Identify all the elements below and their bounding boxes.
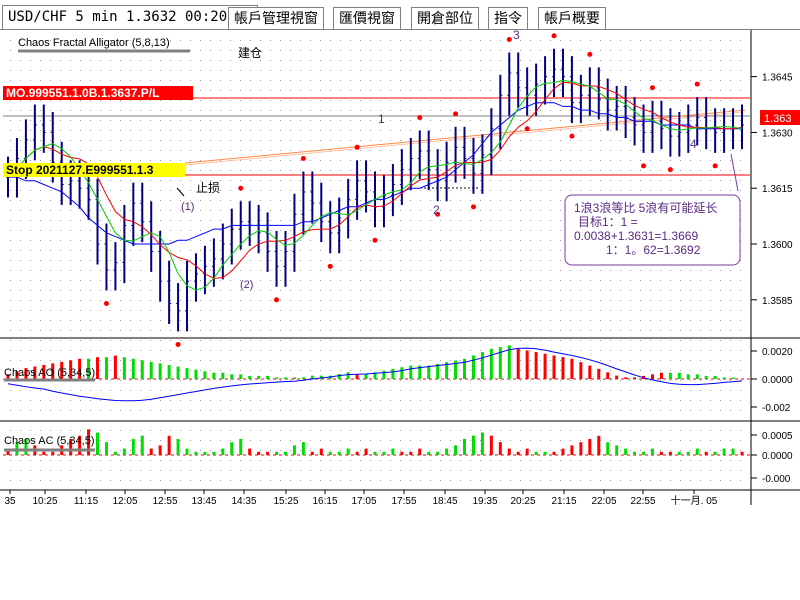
price-tick-label: 1.3585 xyxy=(762,296,793,307)
ac-tick-label: -0.000 xyxy=(762,474,791,485)
order-label-box[interactable] xyxy=(3,86,193,100)
price-axis-ticks: 1.3645 1.3630 1.3615 1.3600 1.3585 xyxy=(751,73,793,307)
fractal-down-marker xyxy=(103,301,109,307)
note-line-3: 0.0038+1.3631=1.3669 xyxy=(574,229,698,243)
time-tick-label: 18:45 xyxy=(432,496,457,507)
fractal-up-marker xyxy=(587,51,593,57)
fractal-down-marker xyxy=(435,211,441,217)
time-tick-label: 17:05 xyxy=(351,496,376,507)
tab-orders[interactable]: 指令 xyxy=(488,7,528,29)
window-tab-bar: USD/CHF 5 min 1.3632 00:20:00 帳戶管理視窗 匯價視… xyxy=(0,0,800,30)
current-price-tag xyxy=(760,110,800,125)
alligator-teeth-line xyxy=(7,81,743,279)
price-panel-title: Chaos Fractal Alligator (5,8,13) xyxy=(18,37,170,49)
fractal-up-marker xyxy=(417,115,423,121)
wave-label-3: 3 xyxy=(513,30,520,42)
current-price-label: 1.363 xyxy=(764,113,792,125)
fractal-down-marker xyxy=(327,263,333,269)
ao-signal-line xyxy=(7,347,743,402)
fractal-up-marker xyxy=(551,33,557,39)
price-tick-label: 1.3630 xyxy=(762,128,793,139)
ac-title: Chaos AC (5,34,5) xyxy=(4,435,95,447)
ac-tick-label: 0.0000 xyxy=(762,451,793,462)
time-tick-label: 11:15 xyxy=(74,496,99,507)
ac-tick-label: 0.0005 xyxy=(762,431,793,442)
time-tick-label: 12:05 xyxy=(112,496,137,507)
fractal-down-marker xyxy=(524,126,530,132)
tab-open-positions[interactable]: 開倉部位 xyxy=(411,7,479,29)
price-tick-label: 1.3615 xyxy=(762,184,793,195)
fractal-up-marker xyxy=(694,81,700,87)
price-tick-label: 1.3645 xyxy=(762,73,793,84)
tab-quote-window[interactable]: 匯價視窗 xyxy=(333,7,401,29)
annotation-open-position: 建仓 xyxy=(238,46,262,60)
wave-label-sub-2: (2) xyxy=(240,279,253,291)
time-tick-label: 22:05 xyxy=(591,496,616,507)
time-tick-label: 20:25 xyxy=(510,496,535,507)
ac-axis-ticks: 0.0005 0.0000 -0.000 xyxy=(751,431,793,485)
note-box-pointer xyxy=(730,153,739,192)
stop-loss-pointer xyxy=(176,187,185,197)
time-tick-label: 12:55 xyxy=(152,496,177,507)
stop-label-box[interactable] xyxy=(3,163,185,177)
fractal-down-marker xyxy=(470,204,476,210)
fractal-down-marker xyxy=(274,297,280,303)
wave-label-sub-1: (1) xyxy=(181,201,194,213)
ac-panel: Chaos AC (5,34,5) 0.0005 0.0000 -0.000 xyxy=(0,423,800,491)
time-tick-label: 13:45 xyxy=(191,496,216,507)
wave-label-2: 2 xyxy=(433,203,440,217)
fractal-up-marker xyxy=(506,36,512,42)
tab-account-management[interactable]: 帳戶管理視窗 xyxy=(228,7,324,29)
fractal-down-marker xyxy=(712,163,718,169)
fractal-down-marker xyxy=(641,163,647,169)
note-line-2: 目标1：1 = xyxy=(578,215,638,229)
ao-tick-label: 0.0000 xyxy=(762,375,793,386)
alligator-lips-line xyxy=(7,79,743,291)
wave-label-4: 4 xyxy=(690,137,697,151)
time-axis: 35 10:25 11:15 12:05 12:55 13:45 14:35 15:25 16:… xyxy=(4,490,718,507)
fractal-up-marker xyxy=(300,155,306,161)
fractal-down-marker xyxy=(372,237,378,243)
tab-divider xyxy=(0,29,800,30)
ao-title: Chaos AO (5,34,5) xyxy=(4,367,95,379)
ao-axis-ticks: 0.0020 0.0000 -0.002 xyxy=(751,347,793,414)
tab-usdchf-chart[interactable]: USD/CHF 5 min 1.3632 00:20:00 xyxy=(2,5,259,30)
stop-label: Stop 2021127.E999551.1.3 xyxy=(6,163,154,177)
ac-grid xyxy=(3,423,750,489)
wave-label-1: 1 xyxy=(378,112,385,126)
fractal-up-marker xyxy=(238,185,244,191)
fractal-up-marker xyxy=(453,111,459,117)
time-tick-label: 19:35 xyxy=(472,496,497,507)
alligator-lines xyxy=(7,79,743,291)
time-tick-label: 10:25 xyxy=(32,496,57,507)
time-tick-label: 15:25 xyxy=(273,496,298,507)
time-tick-label: 十一月. 05 xyxy=(671,494,718,507)
chart-area[interactable]: Chaos Fractal Alligator (5,8,13) 1.36451… xyxy=(0,30,800,600)
time-tick-label: 35 xyxy=(4,496,16,507)
fractal-up-marker xyxy=(354,144,360,150)
fractal-down-marker xyxy=(667,167,673,173)
note-box[interactable] xyxy=(564,194,741,266)
time-tick-label: 14:35 xyxy=(231,496,256,507)
time-tick-label: 21:15 xyxy=(551,496,576,507)
fractal-down-marker xyxy=(569,133,575,139)
time-tick-label: 22:55 xyxy=(630,496,655,507)
price-grid xyxy=(3,32,750,337)
tab-account-summary[interactable]: 帳戶概要 xyxy=(538,7,606,29)
ao-histogram xyxy=(6,345,743,402)
time-tick-label: 17:55 xyxy=(391,496,416,507)
note-line-1: 1浪3浪等比 5浪有可能延长 xyxy=(574,200,717,215)
time-tick-label: 16:15 xyxy=(312,496,337,507)
annotation-stop-loss: 止损 xyxy=(196,181,220,195)
fractal-up-marker xyxy=(649,85,655,91)
ao-panel: Chaos AO (5,34,5) 0.0020 0.0000 -0.002 xyxy=(0,340,800,422)
price-panel: Chaos Fractal Alligator (5,8,13) 1.36451… xyxy=(0,30,800,505)
note-line-4: 1：1。62=1.3692 xyxy=(606,243,701,257)
order-label: MO.999551.1.0B.1.3637.P/L xyxy=(6,86,159,100)
ao-tick-label: 0.0020 xyxy=(762,347,793,358)
price-tick-label: 1.3600 xyxy=(762,240,793,251)
ao-tick-label: -0.002 xyxy=(762,403,791,414)
